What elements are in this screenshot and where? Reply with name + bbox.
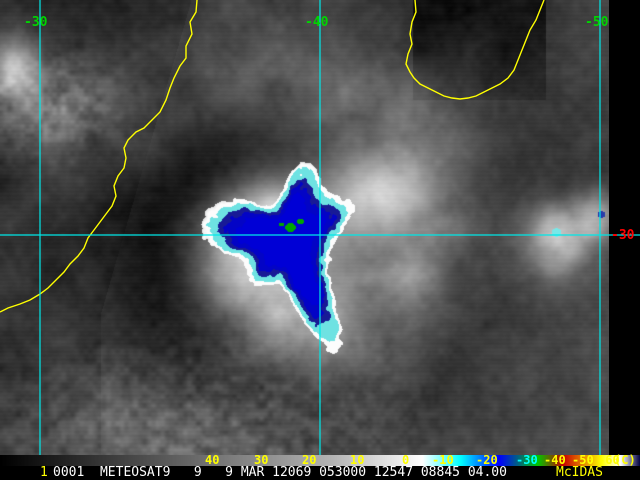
colorbar-tick-40: 40 <box>205 453 220 467</box>
colorbar-tick-minus40: -40 <box>544 453 566 467</box>
longitude-label-2: -50 <box>585 15 609 30</box>
colorbar-tick-minus60: -60 <box>598 453 620 467</box>
colorbar-tick-minus30: -30 <box>516 453 538 467</box>
colorbar-tick-0: 0 <box>402 453 410 467</box>
colorbar-tick-minus50: -50 <box>572 453 594 467</box>
coastline-path-0 <box>0 0 198 313</box>
longitude-label-1: -40 <box>305 15 329 30</box>
colorbar-tick-10: 10 <box>350 453 365 467</box>
colorbar-tick-minus20: -20 <box>476 453 498 467</box>
satellite-image-area[interactable] <box>0 0 609 455</box>
infrared-satellite-imagery[interactable] <box>0 0 609 455</box>
map-overlay <box>0 0 640 455</box>
mcidas-vendor-label: McIDAS <box>556 465 603 480</box>
latitude-label-0: -30 <box>611 228 635 243</box>
status-footer: 1 0001 METEOSAT9 9 9 MAR 12069 053000 12… <box>0 466 640 480</box>
colorbar-tick-minus10: -10 <box>432 453 454 467</box>
colorbar-tick-20: 20 <box>302 453 317 467</box>
enhancement-color-bar[interactable] <box>0 455 640 466</box>
longitude-label-0: -30 <box>24 15 48 30</box>
colorbar-tick-30: 30 <box>254 453 269 467</box>
temperature-units-label: (C) <box>614 453 636 467</box>
latlon-grid <box>0 0 640 455</box>
coastline-vectors <box>0 0 545 313</box>
coastline-path-1 <box>405 0 545 100</box>
image-status-line: 0001 METEOSAT9 9 9 MAR 12069 053000 1254… <box>53 465 507 480</box>
frame-number-label: 1 <box>40 465 48 480</box>
color-ramp-strip <box>0 455 640 466</box>
